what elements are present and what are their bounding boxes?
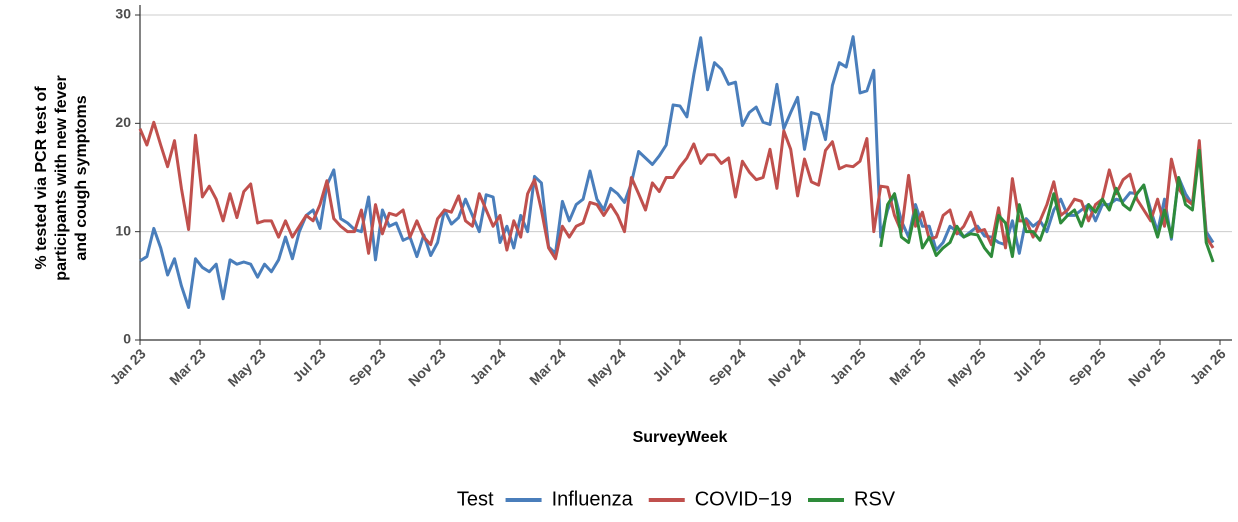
- y-tick-label: 30: [115, 6, 131, 22]
- y-tick-label: 0: [123, 331, 131, 347]
- y-axis-label-line: % tested via PCR test of: [33, 86, 50, 270]
- x-tick-label: Mar 24: [526, 345, 569, 388]
- x-tick-label: Nov 24: [765, 345, 809, 389]
- line-series: [139, 35, 1215, 309]
- x-tick-label: Nov 25: [1125, 345, 1169, 389]
- x-tick-label: Mar 25: [886, 345, 929, 388]
- line-series: [138, 120, 1215, 261]
- x-tick-label: Jul 25: [1009, 345, 1049, 385]
- y-tick-label: 10: [115, 222, 131, 238]
- y-tick-label: 20: [115, 114, 131, 130]
- x-tick-label: Mar 23: [166, 345, 209, 388]
- legend-label: RSV: [854, 488, 896, 510]
- y-axis-label: % tested via PCR test of participants wi…: [33, 75, 90, 280]
- x-tick-label: May 23: [224, 345, 268, 389]
- line-series: [879, 148, 1215, 263]
- y-axis-label-line: participants with new fever: [53, 75, 70, 280]
- x-tick-label: Sep 23: [346, 345, 389, 388]
- x-tick-label: Sep 25: [1066, 345, 1109, 388]
- x-tick-label: Jul 24: [649, 345, 689, 385]
- x-tick-label: May 24: [584, 345, 628, 389]
- x-axis-label: SurveyWeek: [633, 429, 728, 446]
- x-tick-label: Jan 24: [467, 345, 509, 387]
- x-tick-label: Jan 25: [827, 345, 869, 387]
- legend-title: Test: [457, 488, 494, 510]
- x-tick-label: Jan 23: [107, 345, 149, 387]
- legend-label: Influenza: [552, 488, 634, 510]
- y-axis-label-line: and cough symptoms: [73, 95, 90, 260]
- x-tick-label: Jan 26: [1187, 345, 1229, 387]
- legend: Test Influenza COVID−19 RSV: [457, 488, 896, 510]
- x-tick-label: May 25: [944, 345, 988, 389]
- x-tick-label: Sep 24: [706, 345, 749, 388]
- x-tick-label: Jul 23: [289, 345, 329, 385]
- legend-label: COVID−19: [695, 488, 792, 510]
- x-tick-label: Nov 23: [405, 345, 449, 389]
